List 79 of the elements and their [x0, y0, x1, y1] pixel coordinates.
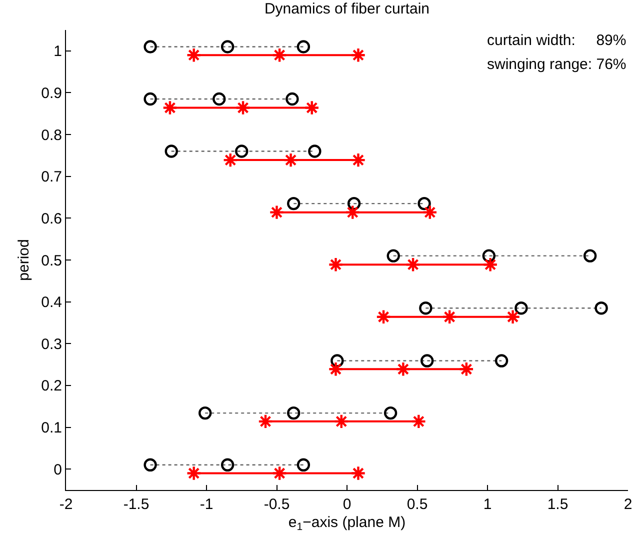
point — [287, 406, 300, 420]
point — [442, 309, 458, 325]
point — [144, 92, 157, 106]
x-tick-label: -2 — [59, 496, 73, 513]
point — [344, 204, 360, 220]
point — [350, 152, 366, 168]
point — [347, 196, 361, 210]
point — [186, 47, 202, 63]
point — [235, 144, 248, 158]
x-tick-label: 0.5 — [406, 496, 428, 513]
point — [419, 301, 432, 315]
point — [494, 354, 508, 368]
y-tick-label: 0 — [54, 461, 62, 478]
x-axis-title: e$_{1}$−axis (plane M) — [288, 514, 406, 534]
point — [405, 256, 421, 272]
point — [222, 152, 238, 168]
x-tick-label: 2 — [624, 496, 632, 513]
point — [283, 152, 298, 168]
point — [328, 361, 344, 377]
point — [482, 256, 498, 272]
point — [272, 466, 288, 481]
point — [376, 309, 392, 325]
point — [272, 47, 288, 63]
y-tick-label: 0.9 — [41, 84, 62, 102]
y-tick-label: 0.7 — [41, 168, 62, 186]
point — [328, 256, 344, 272]
annotation: curtain width: 89% — [487, 32, 626, 49]
point — [162, 100, 178, 116]
point — [286, 92, 299, 106]
point — [308, 144, 322, 158]
point — [583, 249, 597, 262]
point — [304, 100, 320, 116]
y-tick-label: 0.2 — [41, 378, 62, 395]
point — [386, 249, 400, 262]
point — [384, 406, 398, 420]
point — [350, 466, 366, 481]
point — [482, 249, 496, 262]
point — [164, 144, 178, 158]
point — [186, 466, 202, 481]
point — [514, 301, 528, 315]
point — [144, 40, 157, 54]
point — [422, 204, 438, 220]
x-tick-label: -1.5 — [123, 496, 150, 513]
point — [235, 100, 251, 116]
y-tick-label: 0.5 — [41, 252, 62, 270]
point — [410, 414, 426, 430]
point — [220, 40, 234, 54]
point — [212, 92, 226, 106]
y-tick-label: 0.6 — [41, 210, 62, 228]
point — [458, 361, 474, 377]
point — [287, 196, 300, 210]
point — [296, 458, 310, 472]
point — [220, 458, 234, 472]
y-tick-label: 0.3 — [41, 336, 62, 353]
y-tick-label: 0.4 — [41, 294, 62, 312]
point — [258, 414, 274, 430]
x-tick-label: 1.5 — [547, 496, 568, 513]
point — [198, 406, 212, 420]
point — [418, 196, 431, 210]
point — [396, 361, 411, 377]
y-tick-label: 1 — [54, 43, 62, 60]
x-tick-label: -1 — [200, 496, 214, 513]
point — [330, 354, 344, 368]
point — [269, 204, 284, 220]
chart-title: Dynamics of fiber curtain — [264, 0, 430, 18]
point — [334, 414, 350, 430]
y-axis-title: period — [15, 239, 32, 281]
point — [505, 309, 520, 325]
y-tick-label: 0.1 — [41, 420, 62, 437]
x-tick-label: -0.5 — [264, 496, 290, 513]
x-tick-label: 0 — [342, 496, 352, 513]
x-tick-label: 1 — [483, 496, 492, 513]
annotation: swinging range: 76% — [487, 56, 626, 73]
point — [594, 301, 608, 315]
y-tick-label: 0.8 — [41, 126, 62, 144]
point — [296, 40, 310, 54]
point — [350, 47, 366, 63]
point — [144, 458, 157, 472]
point — [420, 354, 434, 368]
